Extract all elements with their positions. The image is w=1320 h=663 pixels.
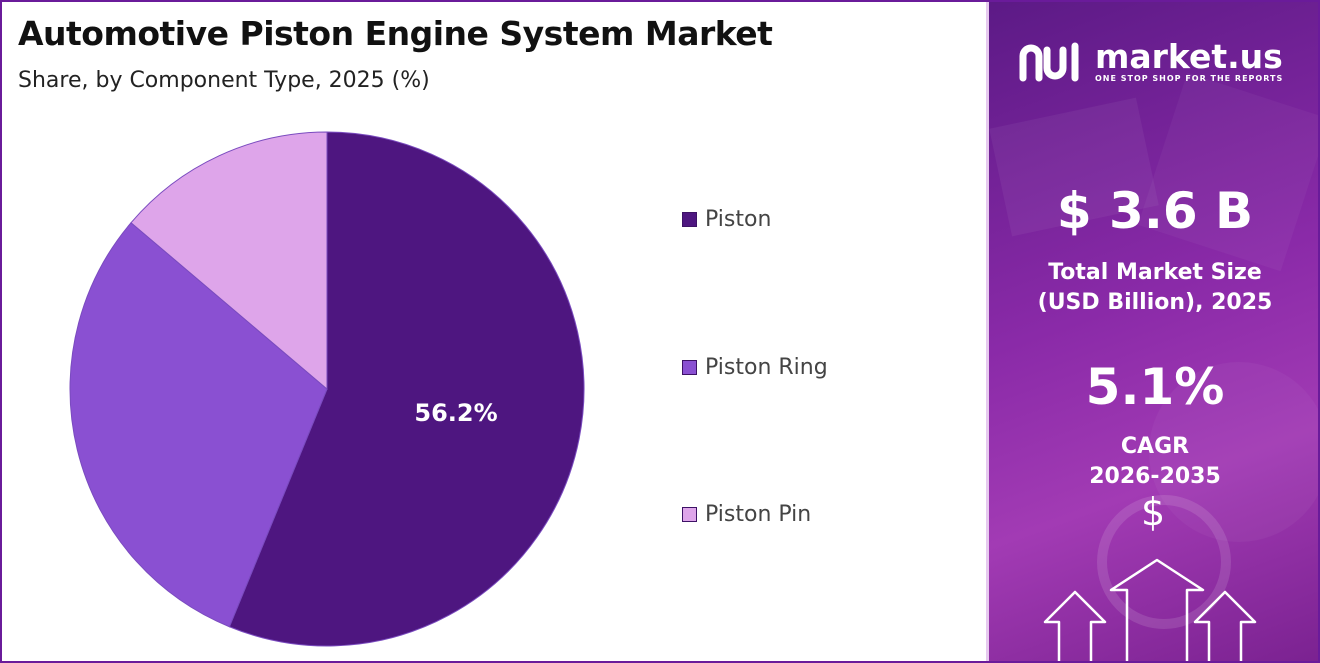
chart-title: Automotive Piston Engine System Market [18, 14, 773, 53]
chart-legend: Piston Piston Ring Piston Pin [682, 2, 962, 661]
legend-item-piston-pin: Piston Pin [682, 499, 811, 529]
legend-item-piston: Piston [682, 204, 771, 234]
legend-label-piston-ring: Piston Ring [705, 354, 828, 380]
chart-panel: Automotive Piston Engine System Market S… [2, 2, 986, 661]
cagr-label-line2: 2026-2035 [1089, 464, 1221, 489]
brand-tagline: ONE STOP SHOP FOR THE REPORTS [1095, 74, 1284, 83]
legend-label-piston: Piston [705, 206, 772, 232]
market-size-label-line2: (USD Billion), 2025 [1037, 290, 1273, 315]
background-decoration [989, 72, 1318, 629]
pie-slice-piston-ring [69, 222, 328, 628]
legend-swatch-piston [682, 211, 697, 227]
legend-item-piston-ring: Piston Ring [682, 352, 828, 382]
market-us-logo-icon [1019, 42, 1079, 81]
brand-name: market.us [1095, 37, 1283, 76]
brand-logo: market.us ONE STOP SHOP FOR THE REPORTS [1019, 40, 1283, 83]
legend-swatch-piston-pin [682, 506, 697, 522]
market-size-label: Total Market Size (USD Billion), 2025 [989, 258, 1318, 318]
dollar-icon: $ [1141, 490, 1166, 534]
cagr-label: CAGR 2026-2035 [989, 432, 1318, 492]
summary-panel: market.us ONE STOP SHOP FOR THE REPORTS … [986, 2, 1318, 661]
legend-label-piston-pin: Piston Pin [705, 501, 812, 527]
pie-slice-piston [228, 131, 585, 647]
pie-slice-piston-pin [130, 131, 328, 391]
chart-subtitle: Share, by Component Type, 2025 (%) [18, 68, 430, 93]
growth-arrows-icon [1043, 558, 1257, 661]
market-size-label-line1: Total Market Size [1048, 260, 1262, 285]
cagr-value: 5.1% [1085, 358, 1225, 416]
legend-swatch-piston-ring [682, 359, 697, 375]
data-label-piston: 56.2% [414, 399, 497, 427]
cagr-label-line1: CAGR [1120, 434, 1190, 459]
pie-chart: 56.2% [69, 131, 585, 647]
market-size-value: $ 3.6 B [1056, 182, 1254, 240]
